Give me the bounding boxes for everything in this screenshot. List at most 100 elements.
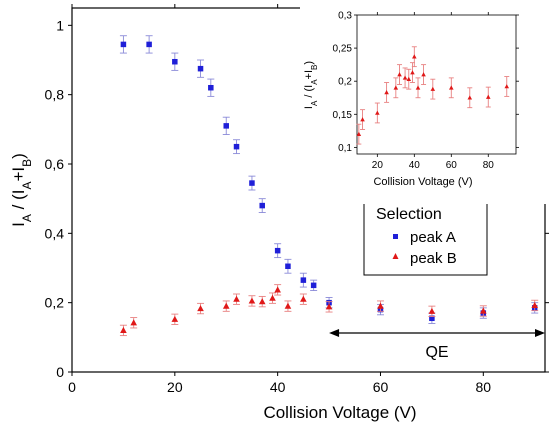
main-x-tick-label: 20 — [167, 379, 183, 395]
inset-marker-triangle — [375, 110, 380, 115]
inset-y-tick-label: 0,15 — [333, 110, 353, 121]
qe-arrow-right-head — [535, 329, 545, 337]
y-axis-title-part: I — [9, 222, 28, 227]
qe-arrow-left-head — [329, 329, 340, 337]
inset-x-tick-label: 60 — [446, 160, 458, 171]
inset-x-tick-label: 80 — [483, 160, 495, 171]
inset-x-axis-title: Collision Voltage (V) — [373, 176, 472, 188]
inset-marker-triangle — [504, 84, 510, 89]
main-data-point-peak-a — [119, 35, 127, 54]
main-marker-square — [208, 84, 214, 91]
main-marker-triangle — [222, 302, 230, 309]
main-marker-triangle — [274, 286, 281, 293]
main-data-point-peak-a — [274, 243, 282, 259]
main-data-point-peak-b — [479, 305, 487, 317]
main-data-point-peak-b — [119, 324, 127, 337]
main-data-point-peak-b — [233, 293, 241, 305]
y-axis-title-part: ) — [9, 153, 28, 159]
main-marker-triangle — [197, 305, 204, 312]
main-x-tick-label: 60 — [373, 379, 389, 395]
inset-data-point-peak-b — [393, 77, 399, 99]
inset-marker-triangle — [430, 86, 436, 91]
legend-marker-peak-a — [393, 234, 398, 239]
main-marker-square — [120, 41, 127, 48]
main-y-tick-label: 0,8 — [45, 87, 65, 103]
inset-marker-triangle — [397, 72, 402, 77]
main-data-point-peak-b — [531, 299, 539, 312]
main-marker-square — [249, 180, 255, 186]
inset-marker-triangle — [410, 70, 415, 75]
y-axis-title: IA / (IA+IB) — [9, 153, 34, 227]
legend-marker-peak-b — [392, 253, 399, 259]
inset-data-point-peak-b — [448, 77, 454, 99]
inset-background — [300, 4, 552, 204]
inset-data-point-peak-b — [356, 123, 362, 145]
inset-x-tick-label: 20 — [372, 160, 384, 171]
main-marker-triangle — [248, 297, 256, 304]
main-y-tick-label: 0 — [56, 364, 64, 380]
inset-marker-triangle — [485, 94, 491, 99]
inset-marker-triangle — [467, 95, 473, 100]
y-axis-title-part: +I — [9, 167, 28, 182]
inset-y-ticks: 0,1 0,15 0,2 0,25 0,3 — [333, 11, 519, 154]
inset-data-point-peak-b — [397, 64, 403, 85]
main-data-point-peak-b — [171, 313, 179, 325]
inset-y-axis-title-sub: B — [310, 65, 319, 70]
y-axis-title-sub: A — [20, 214, 34, 222]
inset-y-axis-title-part: +I — [303, 70, 315, 79]
main-marker-square — [197, 65, 204, 72]
inset-plot: 20 40 60 80 0,1 0,15 0,2 0,25 0,3 Collision Vol… — [300, 4, 552, 204]
main-data-point-peak-a — [145, 35, 153, 54]
main-marker-triangle — [480, 307, 487, 314]
main-data-point-peak-a — [233, 139, 241, 155]
main-plot: 0 20 40 60 80 0 0,2 0,4 0,6 0,8 1 Collision Volta… — [9, 4, 549, 422]
inset-y-tick-label: 0,3 — [338, 11, 352, 22]
main-data-point-peak-a — [171, 52, 179, 71]
main-marker-triangle — [325, 303, 333, 310]
legend-title: Selection — [376, 206, 442, 223]
legend-label-peak-b: peak B — [410, 250, 457, 267]
inset-marker-triangle — [406, 76, 412, 82]
main-marker-triangle — [120, 326, 127, 333]
main-y-ticks: 0 0,2 0,4 0,6 0,8 1 — [45, 17, 549, 380]
inset-y-axis-title-sub: A — [310, 79, 319, 85]
main-data-point-peak-b — [284, 300, 292, 312]
series-peak-b — [119, 284, 539, 337]
inset-y-axis-title: IA / (IA+IB) — [303, 61, 319, 109]
inset-marker-triangle — [415, 85, 421, 90]
main-data-point-peak-b — [248, 295, 256, 307]
inset-marker-triangle — [449, 85, 454, 90]
inset-data-point-peak-b — [485, 86, 491, 108]
main-marker-square — [310, 282, 317, 289]
main-x-tick-label: 0 — [68, 379, 76, 395]
inset-data-point-peak-b — [409, 62, 415, 83]
main-data-point-peak-a — [207, 78, 215, 97]
qe-label: QE — [425, 344, 448, 361]
inset-data-point-peak-b — [430, 78, 436, 100]
inset-marker-triangle — [393, 85, 399, 90]
main-data-point-peak-b — [197, 302, 205, 315]
inset-data-point-peak-b — [360, 109, 366, 130]
inset-data-point-peak-b — [504, 76, 510, 97]
main-marker-square — [300, 277, 307, 283]
inset-data-point-peak-b — [411, 46, 417, 68]
inset-y-axis-title-part: ) — [303, 61, 315, 65]
inset-marker-triangle — [384, 90, 389, 95]
main-data-point-peak-b — [258, 295, 266, 308]
main-y-tick-label: 0,6 — [45, 156, 65, 172]
main-data-point-peak-a — [299, 272, 307, 288]
inset-data-point-peak-b — [406, 68, 412, 90]
inset-y-axis-title-sub: A — [310, 100, 319, 106]
x-axis-title: Collision Voltage (V) — [263, 403, 416, 422]
main-marker-square — [172, 58, 178, 65]
main-marker-triangle — [258, 298, 266, 305]
inset-y-tick-label: 0,1 — [338, 143, 352, 154]
y-axis-title-sub: B — [20, 159, 34, 167]
main-marker-triangle — [233, 295, 240, 302]
inset-x-tick-label: 40 — [409, 160, 421, 171]
main-marker-square — [274, 247, 281, 254]
inset-data-point-peak-b — [384, 82, 390, 103]
main-marker-triangle — [284, 302, 292, 309]
main-marker-square — [146, 41, 152, 48]
